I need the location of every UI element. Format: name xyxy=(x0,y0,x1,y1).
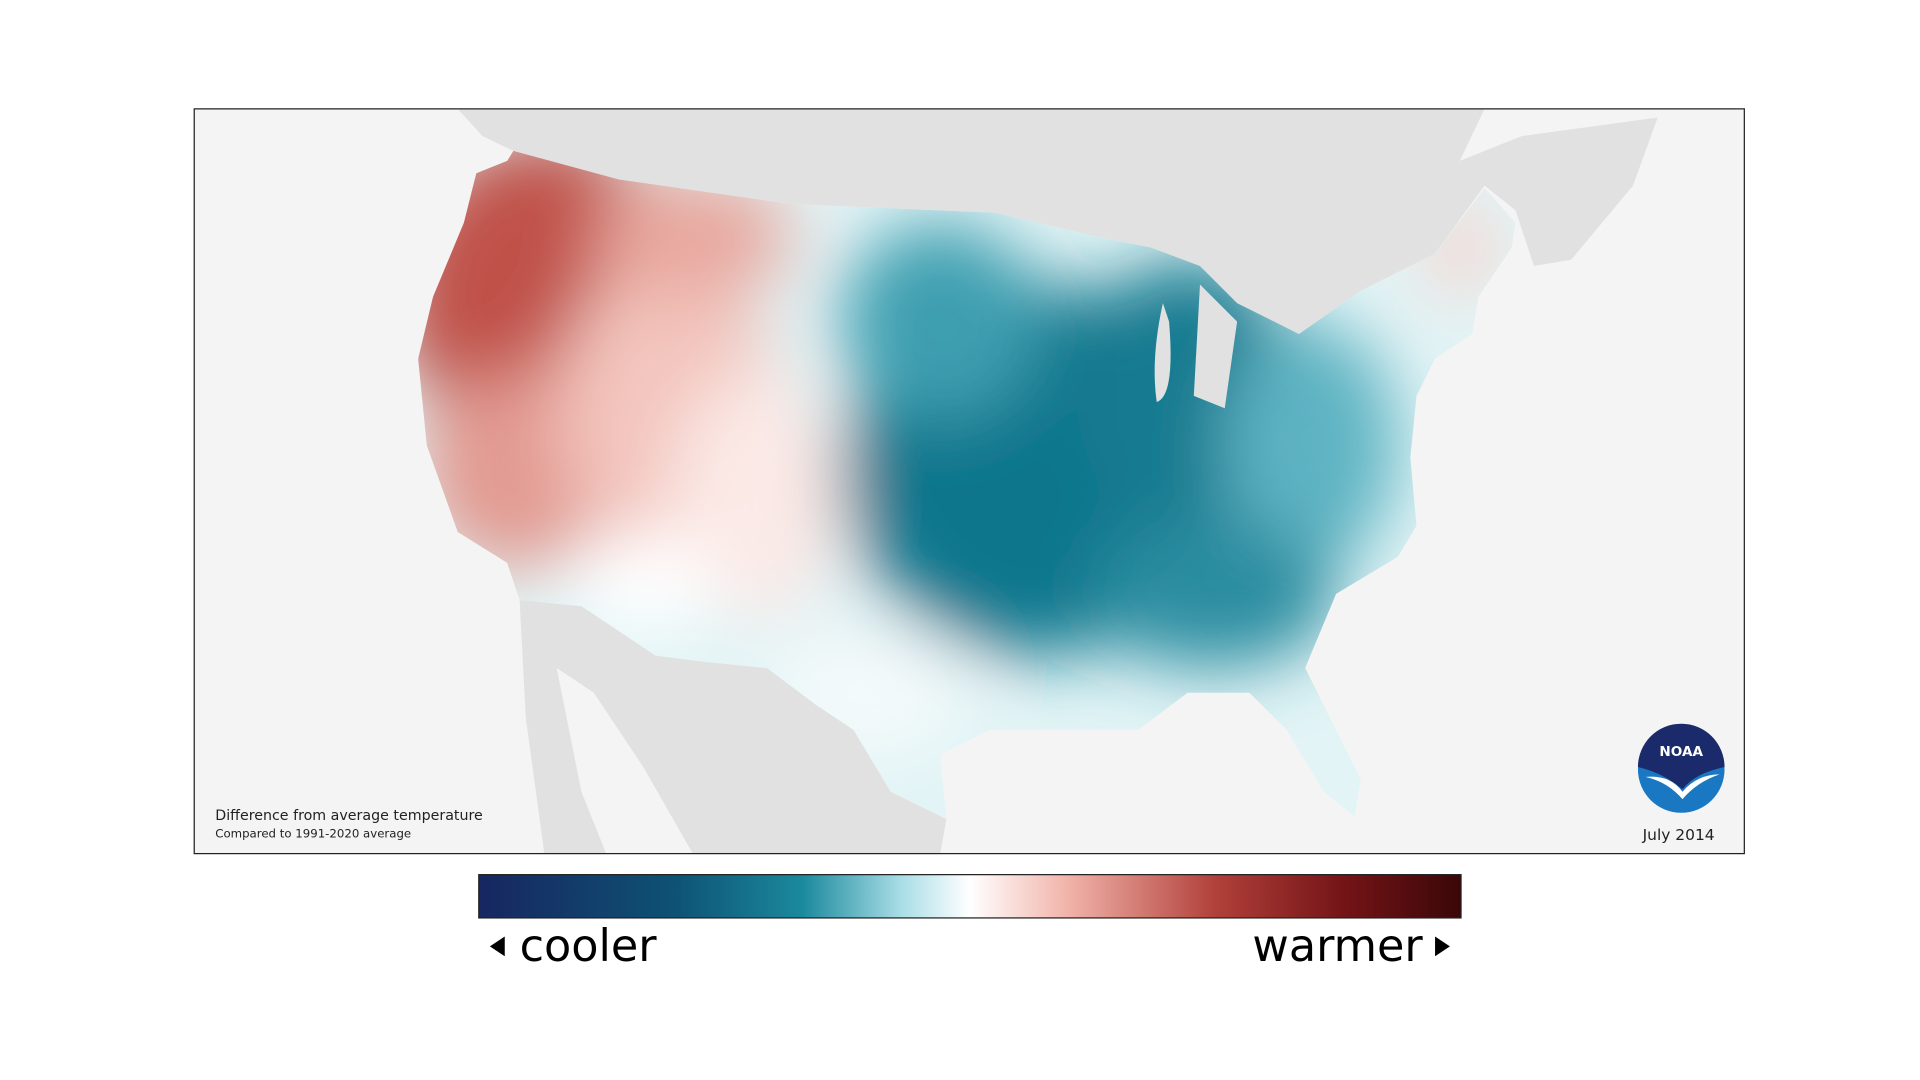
note-subtitle: Compared to 1991-2020 average xyxy=(215,827,411,841)
note-title: Difference from average temperature xyxy=(215,808,483,824)
great-lakes xyxy=(1154,284,1238,409)
mexico xyxy=(519,600,947,854)
warmer-arrow xyxy=(1435,936,1450,957)
warmer-label: warmer xyxy=(1252,920,1423,972)
logo-top xyxy=(1637,723,1725,790)
logo-gull xyxy=(1645,774,1720,800)
color-scale xyxy=(478,874,1462,919)
map-frame xyxy=(193,108,1745,855)
noaa-logo: NOAA xyxy=(1637,723,1725,813)
cooler-arrow xyxy=(489,936,505,957)
canada xyxy=(457,108,1658,335)
map-date: July 2014 xyxy=(1642,826,1715,844)
logo-text: NOAA xyxy=(1659,744,1703,760)
cooler-label: cooler xyxy=(520,920,658,972)
map-area xyxy=(194,108,1745,854)
